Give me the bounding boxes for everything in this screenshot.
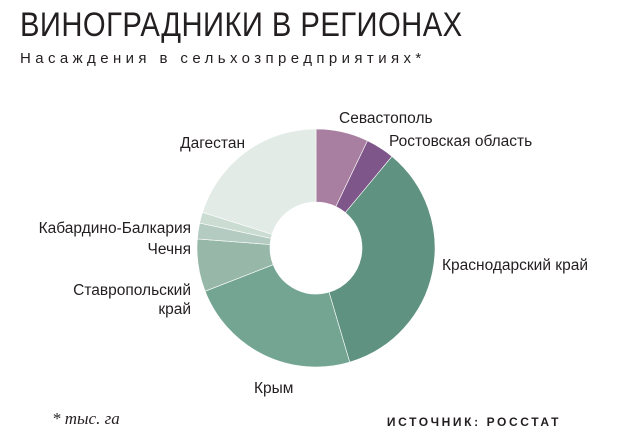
donut-slice-3	[328, 155, 436, 363]
chart-title: ВИНОГРАДНИКИ В РЕГИОНАХ	[20, 6, 463, 44]
slice-label-5: Ставропольский край	[73, 282, 191, 318]
chart-subtitle: Насаждения в сельхозпредприятиях*	[20, 50, 426, 67]
slice-label-6: Чечня	[148, 241, 191, 258]
slice-label-1: Севастополь	[339, 110, 433, 127]
footnote: * тыс. га	[52, 409, 120, 428]
slice-label-7: Кабардино-Балкария	[39, 220, 191, 237]
slice-label-8: Дагестан	[180, 135, 245, 152]
donut-slice-8	[202, 128, 317, 235]
donut-slices	[196, 128, 436, 368]
slice-label-4: Крым	[254, 380, 293, 397]
donut-slice-4	[204, 264, 351, 368]
source-note: ИСТОЧНИК: РОССТАТ	[386, 415, 561, 429]
slice-label-2: Ростовская область	[389, 133, 532, 150]
slice-label-3: Краснодарский край	[442, 257, 588, 274]
donut-labels: Севастополь Ростовская область Краснодарск…	[39, 110, 588, 397]
